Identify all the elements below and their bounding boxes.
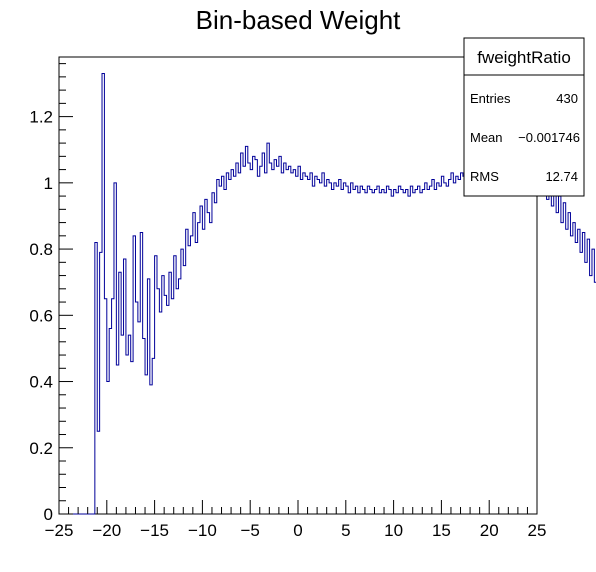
histogram-line — [59, 73, 596, 515]
x-tick-label: −20 — [92, 521, 121, 540]
y-tick-label: 0 — [44, 505, 53, 524]
x-tick-label: 5 — [341, 521, 350, 540]
x-tick-label: 25 — [528, 521, 547, 540]
stats-title: fweightRatio — [477, 48, 571, 67]
x-tick-label: −10 — [188, 521, 217, 540]
x-tick-label: 10 — [384, 521, 403, 540]
x-axis: −25 −20 −15 −10 −5 0 5 10 15 20 25 — [45, 500, 547, 540]
y-tick-label: 1.2 — [29, 108, 53, 127]
y-axis: 0 0.2 0.4 0.6 0.8 1 1.2 — [29, 63, 73, 524]
stats-entries-label: Entries — [470, 91, 511, 106]
y-tick-label: 0.2 — [29, 439, 53, 458]
chart-title: Bin-based Weight — [196, 5, 402, 35]
stats-rms-label: RMS — [470, 169, 499, 184]
stats-box-frame — [463, 37, 585, 197]
x-tick-label: −5 — [241, 521, 260, 540]
stats-entries-value: 430 — [556, 91, 578, 106]
y-tick-label: 0.8 — [29, 240, 53, 259]
y-tick-label: 0.4 — [29, 373, 53, 392]
x-tick-label: 15 — [432, 521, 451, 540]
x-tick-label: 20 — [480, 521, 499, 540]
stats-mean-label: Mean — [470, 130, 503, 145]
stats-rms-value: 12.74 — [545, 169, 578, 184]
y-tick-label: 1 — [44, 174, 53, 193]
y-tick-label: 0.6 — [29, 306, 53, 325]
histogram-series — [59, 73, 596, 515]
stats-box: fweightRatio Entries 430 Mean −0.001746 … — [463, 37, 585, 197]
x-tick-label: 0 — [293, 521, 302, 540]
stats-mean-value: −0.001746 — [518, 130, 580, 145]
x-tick-label: −25 — [45, 521, 74, 540]
x-tick-label: −15 — [140, 521, 169, 540]
